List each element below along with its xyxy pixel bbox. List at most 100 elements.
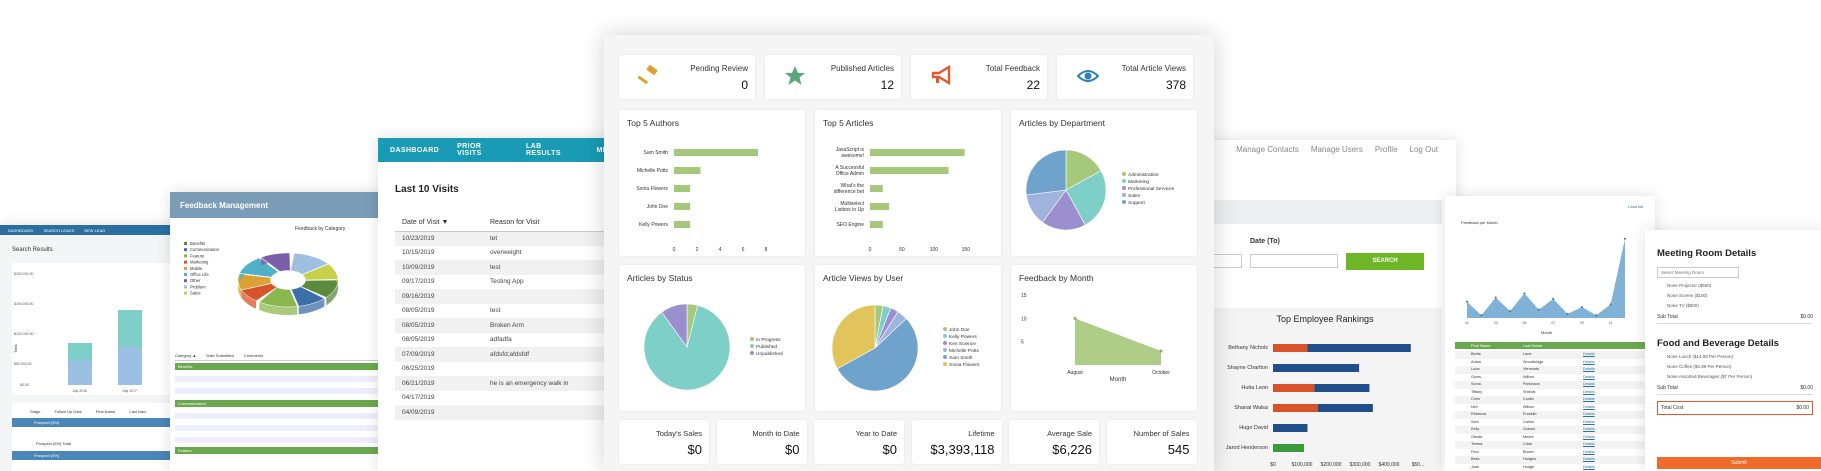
nav-prior-visits[interactable]: PRIOR VISITS [457,143,482,157]
rank-bar-5-1 [1273,444,1304,452]
lead-row[interactable]: Tiffany Shields Details [1455,388,1645,396]
date-to-input[interactable] [1250,254,1338,268]
col-first-name[interactable]: First Name [1471,343,1491,348]
lead-row[interactable]: Adam Woodbridge Details [1455,358,1645,366]
legend-marker [184,273,187,276]
nav-search-leads[interactable]: SEARCH LEADS [43,227,75,233]
details-link[interactable]: Details [1583,442,1595,446]
visit-row[interactable]: 07/09/2019 afdsfd;afdsfdf [395,347,618,362]
lead-row[interactable]: Gyms Willow Details [1455,373,1645,381]
details-link[interactable]: Details [1583,412,1595,416]
visit-row[interactable]: 09/17/2019 Testing App [395,275,618,290]
group-header[interactable]: Communication [175,400,390,407]
y-tick: $50,000.00 [14,362,32,366]
nav-lab-results[interactable]: LAB RESULTS [525,143,561,157]
visit-row[interactable]: 08/05/2019 test [395,304,618,319]
col-first-name[interactable]: First Name [95,409,116,414]
kpi-total-article-views[interactable]: Total Article Views 378 [1057,55,1193,99]
lead-row[interactable]: Bella Hodges Details [1455,456,1645,464]
details-link[interactable]: Details [1583,382,1595,386]
kpi-published-articles[interactable]: Published Articles 12 [765,55,901,99]
col-category[interactable]: Category ▲ [175,353,197,358]
meeting-room-select[interactable]: Select Meeting Room [1657,267,1739,278]
card-title: Feedback by Month [1019,273,1094,283]
lead-row[interactable]: Luna Vermonte Details [1455,366,1645,374]
employee-label: Bethany Nichols [1228,345,1268,351]
col-follow-up[interactable]: Follow Up Date [54,409,82,414]
logout-link[interactable]: Log Out [1409,145,1438,154]
group-row[interactable]: Prospect (5%) [12,418,186,427]
visit-row[interactable]: 04/17/2019 [395,391,618,406]
details-link[interactable]: Details [1583,397,1595,401]
details-link[interactable]: Details [1583,434,1595,439]
visit-row[interactable]: 04/09/2019 [395,405,618,420]
projector-option[interactable]: None Projector ($500) [1667,283,1712,288]
col-comments[interactable]: Comments [243,353,264,358]
y-axis-label: Total [13,344,18,353]
col-date[interactable]: Date of Visit ▼ [395,214,483,232]
lead-row[interactable]: Paul Brown Details [1455,448,1645,456]
lead-list-link[interactable]: Lead list [1628,204,1643,209]
manage-contacts-link[interactable]: Manage Contacts [1236,145,1299,154]
col-last-name[interactable]: Last Name [1523,343,1543,348]
lead-row[interactable]: Chris Cordiz Details [1455,396,1645,404]
details-link[interactable]: Details [1583,419,1595,424]
details-link[interactable]: Details [1583,449,1595,454]
tv-option[interactable]: None TV ($500) [1667,303,1699,308]
details-link[interactable]: Details [1583,457,1595,461]
legend-marker [943,362,947,366]
visit-row[interactable]: 10/09/2019 test [395,260,618,275]
visit-row[interactable]: 06/25/2019 [395,362,618,377]
visit-reason: test [490,307,501,315]
nav-dashboard[interactable]: DASHBOARD [390,146,440,154]
manage-users-link[interactable]: Manage Users [1310,145,1363,154]
col-last-name[interactable]: Last Nam [129,409,147,414]
details-link[interactable]: Details [1583,359,1595,364]
beverages-option[interactable]: None Assorted Beverages ($7 Per Person) [1667,374,1753,379]
visit-row[interactable]: 08/05/2019 Broken Arm [395,318,618,333]
nav-new-lead[interactable]: NEW LEAD [84,227,106,233]
legend-marker [184,248,187,252]
lead-row[interactable]: Joan Hodge Details [1455,463,1645,471]
details-link[interactable]: Details [1583,367,1595,371]
coffee-option[interactable]: None Coffee ($4.99 Per Person) [1667,364,1732,369]
window-title: Feedback Management [170,192,390,218]
lead-row[interactable]: Sam Carlos Details [1455,418,1645,426]
group-row[interactable]: Prospect (5%) [12,451,186,460]
col-stage[interactable]: Stage [30,409,41,414]
search-button[interactable]: SEARCH [1346,253,1424,270]
col-reason[interactable]: Reason for Visit [483,214,618,232]
visit-row[interactable]: 10/15/2019 overweight [395,246,618,261]
col-date[interactable]: Date Submitted [206,353,234,358]
legend-label: Professional Services [1128,186,1175,192]
lead-row[interactable]: Teresa Clark Details [1455,441,1645,449]
nav-dashboard[interactable]: DASHBOARD [8,227,34,233]
lead-row[interactable]: Neil Wilson Details [1455,403,1645,411]
kpi-pending-review[interactable]: Pending Review 0 [619,55,755,99]
details-link[interactable]: Details [1583,427,1595,431]
visit-row[interactable]: 08/05/2019 adfadfa [395,333,618,348]
lead-row[interactable]: Kelly Graves Details [1455,426,1645,434]
lead-row[interactable]: Bertie Lane Details [1455,351,1645,359]
submit-button[interactable]: Submit [1657,457,1821,469]
details-link[interactable]: Details [1583,374,1595,379]
details-link[interactable]: Details [1583,464,1595,469]
kpi-total-feedback[interactable]: Total Feedback 22 [911,55,1047,99]
first-name: Tiffany [1471,389,1483,394]
details-link[interactable]: Details [1583,352,1595,356]
rankings-title: Top Employee Rankings [1276,314,1374,324]
visit-row[interactable]: 06/21/2019 he is an emergency walk in [395,376,618,391]
details-link[interactable]: Details [1583,404,1595,409]
group-header[interactable]: Benefits [175,363,390,370]
profile-link[interactable]: Profile [1374,145,1398,154]
screen-option[interactable]: None Screen ($100) [1667,293,1708,298]
visit-row[interactable]: 10/23/2019 tet [395,231,618,246]
group-header[interactable]: Feature [175,447,390,454]
lead-row[interactable]: Sonia Parkinson Details [1455,381,1645,389]
visit-row[interactable]: 09/16/2019 [395,289,618,304]
lunch-option[interactable]: None Lunch ($14.99 Per Person) [1667,354,1734,359]
details-link[interactable]: Details [1583,389,1595,394]
lead-row[interactable]: Gerald Moore Details [1455,433,1645,441]
lead-row[interactable]: Rebecca Franklin Details [1455,411,1645,419]
